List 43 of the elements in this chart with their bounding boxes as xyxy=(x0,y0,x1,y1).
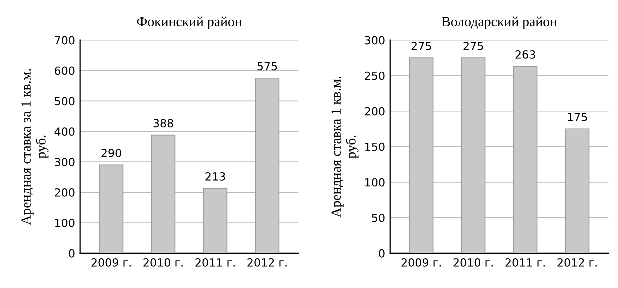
y-tick-label: 0 xyxy=(379,249,385,258)
x-tick-label: 2012 г. xyxy=(558,258,597,267)
y-tick-label: 200 xyxy=(55,188,75,197)
x-tick-label: 2011 г. xyxy=(506,258,545,267)
bar xyxy=(203,188,228,254)
y-tick-label: 500 xyxy=(55,97,75,106)
bar xyxy=(151,134,176,254)
y-tick-label: 250 xyxy=(365,72,385,80)
bar xyxy=(565,128,590,254)
bar xyxy=(255,78,280,254)
chart-title: Фокинский район xyxy=(137,16,242,30)
y-tick-label: 300 xyxy=(365,36,385,45)
y-tick-label: 400 xyxy=(54,128,75,136)
data-label: 388 xyxy=(154,119,174,128)
y-tick-label: 700 xyxy=(55,36,75,45)
data-label: 275 xyxy=(412,42,432,50)
data-label: 263 xyxy=(516,50,536,59)
data-label: 575 xyxy=(258,62,278,71)
bar xyxy=(513,66,538,254)
x-tick-label: 2011 г. xyxy=(196,258,235,267)
y-tick-label: 50 xyxy=(372,214,385,222)
y-tick-label: 200 xyxy=(365,107,385,116)
y-tick-label: 100 xyxy=(366,178,385,187)
x-tick-label: 2009 г. xyxy=(402,258,441,267)
x-tick-label: 2012 г. xyxy=(248,258,287,267)
data-label: 213 xyxy=(206,172,226,181)
data-label: 290 xyxy=(102,149,122,158)
data-label: 275 xyxy=(464,42,484,50)
y-axis-title: Арендная ставка 1 кв.м. руб. xyxy=(332,76,359,218)
x-tick-label: 2010 г. xyxy=(144,258,183,267)
bar xyxy=(409,58,434,254)
bar xyxy=(461,58,486,254)
y-tick-label: 100 xyxy=(55,218,75,228)
y-tick-label: 150 xyxy=(366,142,385,152)
bar xyxy=(99,164,124,254)
y-tick-label: 300 xyxy=(55,158,75,166)
y-tick-label: 0 xyxy=(69,249,75,258)
x-tick-label: 2009 г. xyxy=(92,258,131,267)
data-label: 175 xyxy=(568,113,588,122)
y-axis-title: Арендная ставка за 1 кв.м. руб. xyxy=(22,69,49,226)
y-tick-label: 600 xyxy=(55,66,75,76)
x-tick-label: 2010 г. xyxy=(454,258,493,267)
chart-title: Володарский район xyxy=(442,16,558,30)
